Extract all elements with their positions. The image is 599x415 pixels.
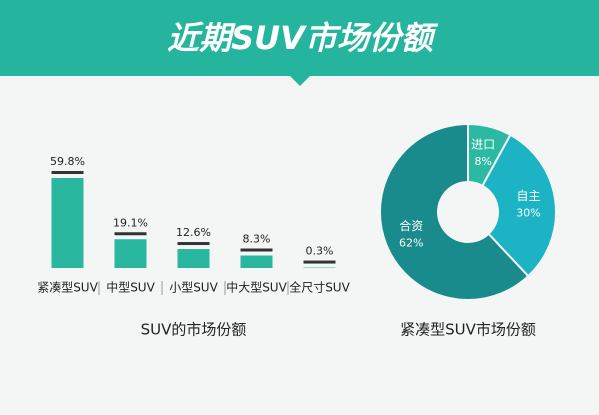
bar: [114, 239, 147, 268]
chart-title: 紧凑型SUV市场份额: [400, 321, 536, 339]
page-title: 近期SUV市场份额: [167, 19, 439, 57]
bar: [51, 178, 84, 268]
value-label: 19.1%: [113, 216, 148, 229]
chart-title: SUV的市场份额: [141, 321, 247, 339]
slice-label: 进口: [471, 137, 495, 151]
banner-pointer: [290, 76, 310, 86]
x-tick-label: 全尺寸SUV: [289, 280, 350, 295]
slice-label: 合资: [399, 218, 423, 233]
x-tick-label: 中型SUV: [106, 280, 155, 295]
x-tick-label: 小型SUV: [169, 281, 218, 295]
value-label: 59.8%: [50, 155, 85, 168]
bar-cap: [114, 232, 147, 236]
slice-value: 30%: [516, 206, 540, 219]
value-label: 8.3%: [243, 233, 271, 246]
bar: [177, 249, 210, 268]
x-tick-label: 中大型SUV: [226, 280, 287, 295]
x-tick-label: 紧凑型SUV: [37, 281, 98, 295]
value-label: 0.3%: [306, 245, 334, 258]
banner: [0, 0, 599, 76]
pie-slice: [379, 122, 530, 301]
bar: [240, 255, 273, 268]
slice-label: 自主: [517, 189, 541, 203]
slice-value: 8%: [474, 155, 491, 168]
pie-slice: [481, 133, 557, 278]
bar-cap: [51, 171, 84, 174]
bar-cap: [303, 260, 336, 264]
bar-cap: [240, 248, 273, 252]
bar-cap: [177, 242, 210, 246]
slice-value: 62%: [399, 236, 423, 249]
value-label: 12.6%: [176, 226, 211, 239]
